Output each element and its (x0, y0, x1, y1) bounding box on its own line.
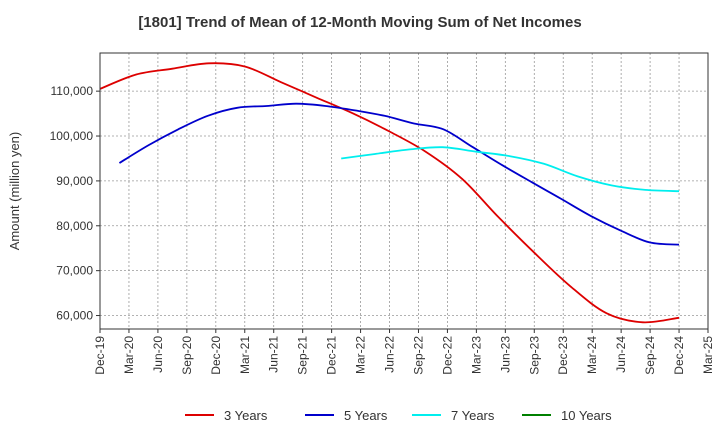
x-axis-ticks: Dec-19 Mar-20 Jun-20 Sep-20 Dec-20 Mar-21 Jun-… (93, 329, 715, 375)
y-tick-label: 80,000 (56, 219, 93, 233)
x-tick-label: Sep-23 (527, 336, 541, 375)
y-tick-label: 60,000 (56, 309, 93, 323)
x-tick-label: Jun-21 (267, 336, 281, 373)
x-tick-label: Jun-20 (151, 336, 165, 373)
y-axis-ticks: 60,000 70,000 80,000 90,000 100,000 110,000 (50, 84, 100, 323)
series-lines (99, 62, 680, 324)
x-tick-label: Jun-24 (614, 336, 628, 373)
legend-label-7-years: 7 Years (451, 408, 495, 423)
series-line-7-years (341, 146, 680, 193)
x-tick-label: Mar-25 (701, 336, 715, 374)
x-tick-label: Dec-22 (440, 336, 454, 375)
x-tick-label: Dec-20 (209, 336, 223, 375)
x-tick-label: Mar-20 (122, 336, 136, 374)
x-tick-label: Sep-24 (643, 336, 657, 375)
x-tick-label: Sep-21 (296, 336, 310, 375)
y-tick-label: 90,000 (56, 174, 93, 188)
y-tick-label: 110,000 (51, 84, 94, 98)
x-tick-label: Sep-22 (411, 336, 425, 375)
x-tick-label: Mar-22 (354, 336, 368, 374)
x-tick-label: Dec-23 (556, 336, 570, 375)
x-tick-label: Dec-24 (672, 336, 686, 375)
y-axis-title: Amount (million yen) (7, 132, 22, 251)
y-tick-label: 70,000 (56, 264, 93, 278)
legend-label-3-years: 3 Years (224, 408, 268, 423)
x-tick-label: Mar-23 (469, 336, 483, 374)
legend-label-5-years: 5 Years (344, 408, 388, 423)
gridlines (100, 53, 708, 329)
x-tick-label: Jun-23 (498, 336, 512, 373)
x-tick-label: Mar-24 (585, 336, 599, 374)
y-tick-label: 100,000 (50, 129, 94, 143)
series-line-5-years (118, 102, 680, 246)
x-tick-label: Jun-22 (383, 336, 397, 373)
series-line-3-years (99, 62, 680, 324)
legend-label-10-years: 10 Years (561, 408, 612, 423)
x-tick-label: Mar-21 (238, 336, 252, 374)
legend: 3 Years 5 Years 7 Years 10 Years (185, 408, 612, 423)
chart-title: [1801] Trend of Mean of 12-Month Moving … (138, 14, 582, 31)
x-tick-label: Dec-19 (93, 336, 107, 375)
x-tick-label: Dec-21 (325, 336, 339, 375)
plot-frame (99, 52, 709, 330)
x-tick-label: Sep-20 (180, 336, 194, 375)
